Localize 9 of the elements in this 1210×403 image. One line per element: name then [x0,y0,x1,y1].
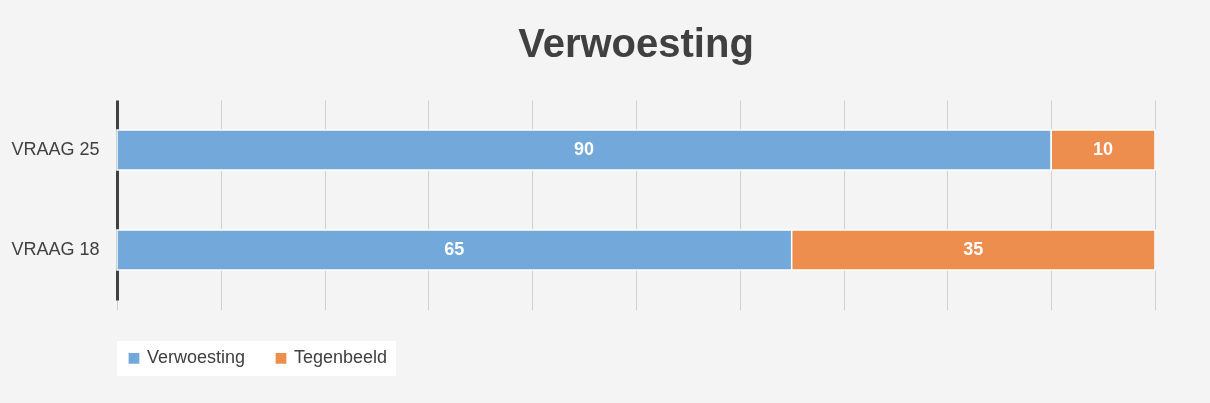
legend-label: Tegenbeeld [294,347,388,368]
y-tick-label: VRAAG 18 [11,239,100,259]
data-label: 65 [444,239,465,259]
y-tick-label: VRAAG 25 [11,139,100,159]
data-label: 90 [574,139,595,159]
data-label: 10 [1093,139,1114,159]
chart-title: Verwoesting [518,21,754,65]
data-label: 35 [963,239,984,259]
legend-label: Verwoesting [147,347,246,368]
